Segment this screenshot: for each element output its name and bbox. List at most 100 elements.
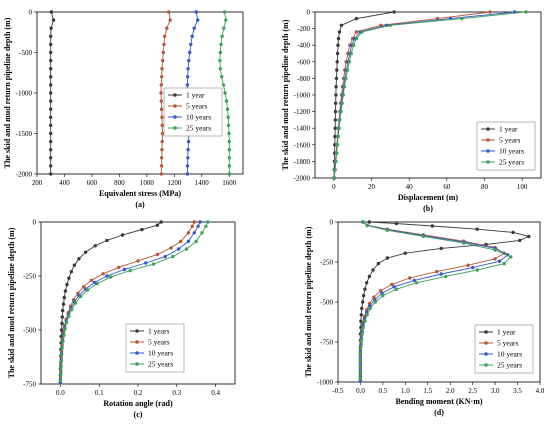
data-point xyxy=(444,274,448,279)
data-point xyxy=(365,281,369,285)
data-point xyxy=(334,85,338,89)
data-point xyxy=(365,223,369,228)
data-point xyxy=(155,252,160,257)
data-point xyxy=(49,131,53,136)
y-tick-label: -500 xyxy=(23,327,36,335)
legend-entry: 1 year xyxy=(499,125,518,134)
x-tick-label: 0.3 xyxy=(172,389,181,397)
data-point xyxy=(361,293,366,298)
data-point xyxy=(92,280,97,285)
data-point xyxy=(128,268,132,273)
data-point xyxy=(49,83,53,87)
legend-entry: 5 years xyxy=(148,338,170,347)
data-point xyxy=(223,91,227,95)
data-point xyxy=(93,244,98,248)
data-point xyxy=(89,278,94,282)
x-axis-label: Equivalent stress (MPa) xyxy=(99,189,181,198)
legend-entry: 10 years xyxy=(499,147,524,156)
data-point xyxy=(192,231,196,235)
data-point xyxy=(60,346,64,351)
data-point xyxy=(159,107,164,111)
data-point xyxy=(105,274,109,278)
legend-swatch-point xyxy=(486,138,490,142)
legend-entry: 10 years xyxy=(186,113,211,122)
data-point xyxy=(194,239,198,244)
series-line xyxy=(333,11,526,179)
data-point xyxy=(59,359,63,363)
data-point xyxy=(335,51,340,56)
y-tick-label: 0 xyxy=(330,219,334,227)
data-point xyxy=(159,172,164,176)
data-point xyxy=(186,156,190,160)
data-point xyxy=(49,107,53,111)
data-point xyxy=(67,314,71,318)
data-point xyxy=(72,263,77,267)
data-point xyxy=(222,10,227,14)
data-point xyxy=(488,10,492,14)
data-point xyxy=(408,276,412,280)
data-point xyxy=(187,58,191,63)
data-point xyxy=(354,36,359,41)
data-point xyxy=(358,357,363,362)
data-point xyxy=(61,340,65,344)
data-point xyxy=(509,255,513,259)
legend-entry: 5 years xyxy=(499,136,521,145)
data-point xyxy=(59,328,64,332)
data-point xyxy=(344,76,348,81)
data-point xyxy=(339,109,343,114)
x-tick-label: 600 xyxy=(87,179,98,187)
data-point xyxy=(219,42,223,47)
data-point xyxy=(222,26,226,30)
data-point xyxy=(49,115,53,120)
data-point xyxy=(184,247,189,251)
legend: 1 year 5 years 10 years 25 years xyxy=(474,324,534,374)
data-point xyxy=(414,281,419,285)
panel-label: (d) xyxy=(434,408,444,417)
x-tick-label: 400 xyxy=(59,179,70,187)
y-axis-label: The skid and mud return pipeline depth (… xyxy=(3,17,12,168)
data-point xyxy=(59,366,63,370)
data-point xyxy=(163,34,167,38)
panel-label: (b) xyxy=(423,204,433,213)
data-point xyxy=(64,320,69,325)
legend-entry: 25 years xyxy=(148,360,173,369)
y-tick-label: -600 xyxy=(297,58,310,66)
data-point xyxy=(160,148,164,152)
data-point xyxy=(58,379,63,383)
data-point xyxy=(186,75,190,79)
data-point xyxy=(160,75,164,79)
data-point xyxy=(160,67,164,71)
data-point xyxy=(220,34,224,38)
data-point xyxy=(388,23,392,27)
data-point xyxy=(493,257,497,261)
legend-swatch-point xyxy=(484,341,488,345)
legend-entry: 10 years xyxy=(497,350,522,359)
data-point xyxy=(227,148,231,152)
data-point xyxy=(82,285,86,289)
series-5-years xyxy=(159,10,172,176)
data-point xyxy=(335,151,339,155)
data-point xyxy=(62,333,66,338)
data-point xyxy=(435,269,439,274)
legend-entry: 1 year xyxy=(497,328,516,337)
data-point xyxy=(218,67,222,71)
data-point xyxy=(376,261,381,266)
data-point xyxy=(51,18,56,22)
data-point xyxy=(462,241,466,245)
data-point xyxy=(358,364,363,368)
data-point xyxy=(144,261,148,265)
data-point xyxy=(385,228,390,232)
data-point xyxy=(49,99,53,103)
data-point xyxy=(360,30,364,34)
data-point xyxy=(227,156,231,160)
data-point xyxy=(186,67,190,71)
data-point xyxy=(70,307,74,312)
y-axis-label: The skid and mud return pipeline depth (… xyxy=(281,19,290,170)
data-point xyxy=(200,231,204,235)
data-point xyxy=(392,10,396,14)
data-point xyxy=(466,263,470,267)
data-point xyxy=(196,18,200,22)
data-point xyxy=(161,58,165,63)
panel-3: 0.0 0.1 0.2 0.3 0.4 0 -250 -500 -750 Rotation ang… xyxy=(7,219,236,419)
legend-entry: 10 years xyxy=(148,349,173,358)
